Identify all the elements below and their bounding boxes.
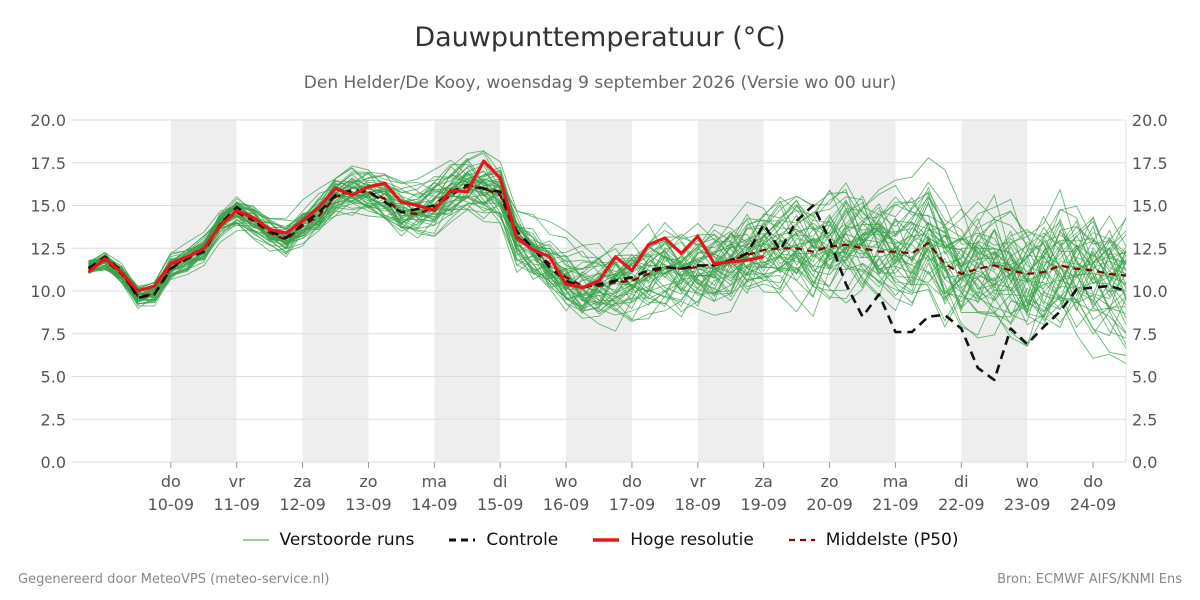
x-tick-day: vr bbox=[229, 472, 245, 491]
y-tick-right: 17.5 bbox=[1132, 154, 1168, 173]
x-tick-day: vr bbox=[690, 472, 706, 491]
ensemble-member-line bbox=[88, 167, 1127, 322]
x-tick-date: 20-09 bbox=[806, 495, 853, 514]
y-tick-right: 5.0 bbox=[1132, 368, 1157, 387]
ensemble-member-line bbox=[88, 190, 1127, 318]
y-tick-right: 10.0 bbox=[1132, 282, 1168, 301]
y-tick-left: 0.0 bbox=[41, 453, 66, 472]
legend-swatch bbox=[788, 538, 815, 542]
y-axis-ticks: 0.0 0.0 2.5 2.5 5.0 5.0 7.5 7.5 10.0 10.0 12.5 12.5… bbox=[30, 111, 1167, 472]
ensemble-member-line bbox=[88, 177, 1127, 332]
legend-label: Controle bbox=[486, 530, 559, 550]
legend-swatch bbox=[449, 538, 476, 542]
legend-item-control: Controle bbox=[448, 530, 558, 550]
x-tick-date: 14-09 bbox=[411, 495, 458, 514]
y-tick-left: 20.0 bbox=[30, 111, 66, 130]
y-tick-left: 5.0 bbox=[41, 368, 66, 387]
legend-item-ensemble: Verstoorde runs bbox=[242, 530, 415, 550]
x-tick-date: 12-09 bbox=[279, 495, 326, 514]
ensemble-member-line bbox=[88, 187, 1127, 313]
x-tick-day: do bbox=[1083, 472, 1103, 491]
y-tick-right: 12.5 bbox=[1132, 239, 1168, 258]
x-tick-day: za bbox=[755, 472, 773, 491]
x-tick-date: 23-09 bbox=[1004, 495, 1051, 514]
x-tick-date: 11-09 bbox=[213, 495, 260, 514]
y-tick-right: 7.5 bbox=[1132, 325, 1157, 344]
x-tick-day: ma bbox=[883, 472, 908, 491]
y-tick-right: 15.0 bbox=[1132, 197, 1168, 216]
footer-source: Bron: ECMWF AIFS/KNMI Ens bbox=[997, 572, 1182, 587]
x-tick-day: wo bbox=[555, 472, 578, 491]
legend-swatch bbox=[593, 538, 620, 542]
x-tick-day: do bbox=[622, 472, 642, 491]
legend-label: Middelste (P50) bbox=[825, 530, 959, 550]
chart-title: Dauwpunttemperatuur (°C) bbox=[414, 22, 786, 53]
x-tick-date: 16-09 bbox=[543, 495, 590, 514]
x-tick-day: zo bbox=[359, 472, 377, 491]
x-tick-date: 13-09 bbox=[345, 495, 392, 514]
ensemble-member-line bbox=[88, 177, 1127, 305]
median-line bbox=[88, 185, 1127, 298]
x-tick-day: wo bbox=[1016, 472, 1039, 491]
legend-label: Hoge resolutie bbox=[630, 530, 754, 550]
x-tick-date: 18-09 bbox=[675, 495, 722, 514]
y-tick-left: 2.5 bbox=[41, 410, 66, 429]
x-tick-date: 24-09 bbox=[1070, 495, 1117, 514]
footer-credit: Gegenereerd door MeteoVPS (meteo-service… bbox=[18, 572, 330, 587]
legend-item-high_res: Hoge resolutie bbox=[592, 530, 754, 550]
x-tick-day: ma bbox=[422, 472, 447, 491]
x-axis-ticks: do 10-09 vr 11-09 za 12-09 zo 13-09 ma 14-09 di 15-… bbox=[148, 462, 1117, 514]
y-tick-right: 0.0 bbox=[1132, 453, 1157, 472]
legend: Verstoorde runs Controle Hoge resolutie Mid… bbox=[0, 530, 1200, 550]
x-tick-date: 21-09 bbox=[872, 495, 919, 514]
y-tick-left: 15.0 bbox=[30, 197, 66, 216]
chart-subtitle: Den Helder/De Kooy, woensdag 9 september… bbox=[303, 73, 897, 93]
legend-swatch bbox=[242, 539, 269, 541]
y-tick-left: 7.5 bbox=[41, 325, 66, 344]
high-res-line bbox=[87, 159, 765, 293]
x-tick-day: di bbox=[493, 472, 508, 491]
y-tick-right: 20.0 bbox=[1132, 111, 1168, 130]
x-tick-date: 19-09 bbox=[740, 495, 787, 514]
x-tick-day: zo bbox=[820, 472, 838, 491]
x-tick-date: 15-09 bbox=[477, 495, 524, 514]
x-tick-day: do bbox=[161, 472, 181, 491]
ensemble-member-line bbox=[88, 192, 1127, 334]
y-tick-left: 10.0 bbox=[30, 282, 66, 301]
x-tick-day: za bbox=[293, 472, 311, 491]
x-tick-date: 22-09 bbox=[938, 495, 985, 514]
x-tick-date: 17-09 bbox=[609, 495, 656, 514]
legend-label: Verstoorde runs bbox=[279, 530, 415, 550]
y-tick-right: 2.5 bbox=[1132, 410, 1157, 429]
y-tick-left: 12.5 bbox=[30, 239, 66, 258]
ensemble-member-line bbox=[88, 172, 1127, 347]
x-tick-date: 10-09 bbox=[148, 495, 195, 514]
main-series bbox=[87, 159, 1127, 382]
x-tick-day: di bbox=[954, 472, 969, 491]
y-tick-left: 17.5 bbox=[30, 154, 66, 173]
legend-item-median: Middelste (P50) bbox=[788, 530, 959, 550]
